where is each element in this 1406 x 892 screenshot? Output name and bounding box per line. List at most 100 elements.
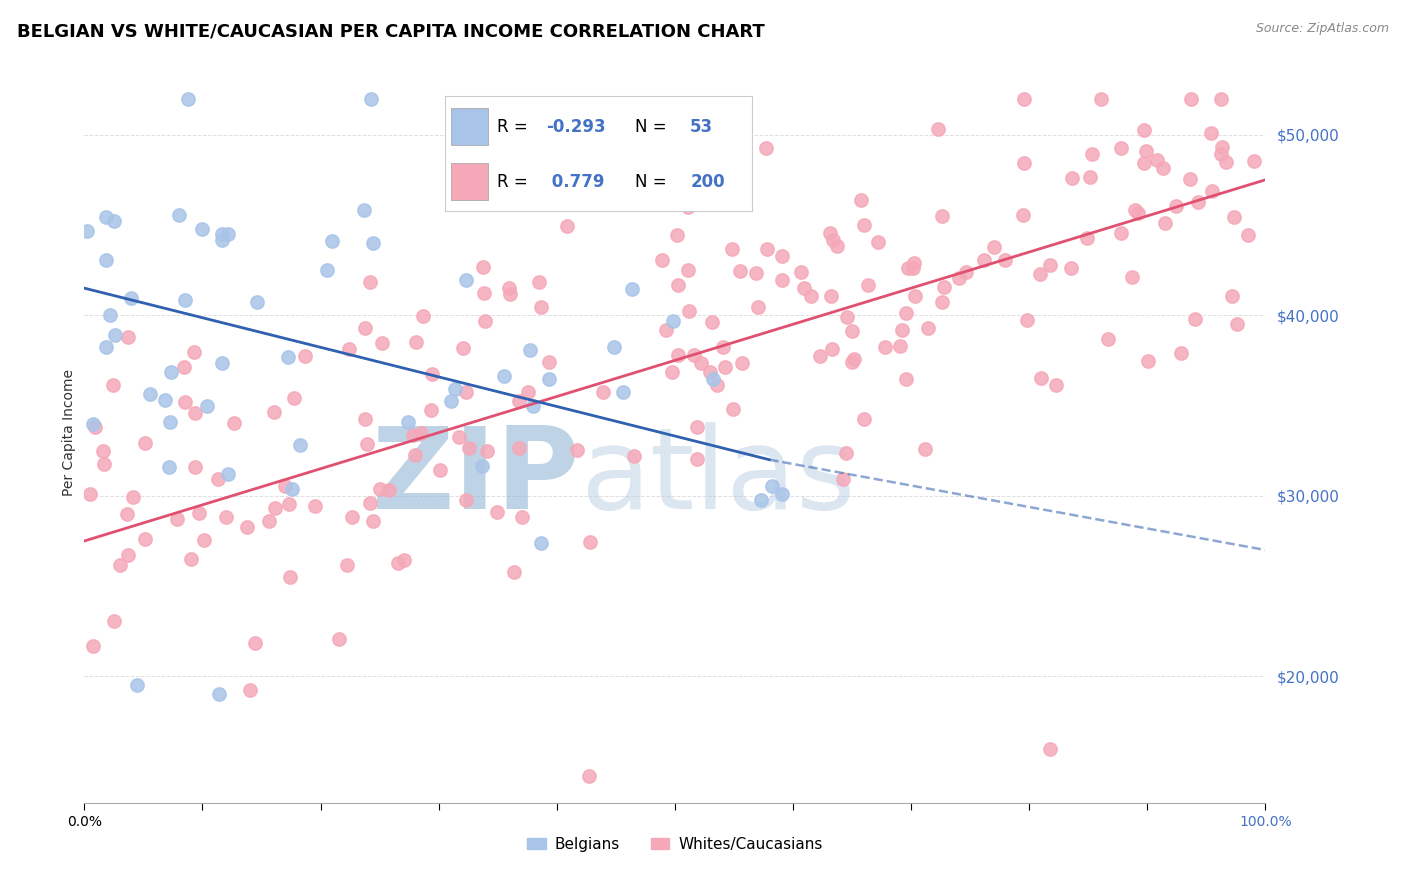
Point [211, 233, 233, 247]
Point [835, 446, 858, 460]
Point [1133, 155, 1156, 169]
Point [93, 457, 115, 471]
Point [1045, 377, 1067, 392]
Point [1152, 161, 1174, 175]
Point [770, 273, 793, 287]
Point [392, 553, 415, 567]
Point [121, 490, 143, 504]
Point [188, 506, 211, 520]
Point [217, 227, 239, 242]
Point [456, 273, 478, 287]
Point [409, 426, 432, 441]
Point [1039, 741, 1062, 756]
Point [281, 482, 304, 496]
Point [818, 226, 841, 240]
Point [387, 556, 409, 570]
Point [821, 342, 844, 356]
Point [304, 499, 326, 513]
Point [174, 394, 197, 409]
Point [853, 412, 876, 426]
Point [177, 91, 200, 105]
Point [1187, 194, 1209, 209]
Point [420, 402, 443, 417]
Point [454, 384, 477, 399]
Point [1153, 216, 1175, 230]
Point [761, 479, 783, 493]
Point [917, 321, 939, 335]
Point [110, 558, 132, 573]
Point [557, 219, 579, 234]
Point [353, 202, 375, 217]
Point [120, 291, 142, 305]
Point [134, 435, 156, 450]
Point [440, 394, 463, 409]
Point [706, 378, 728, 392]
Point [516, 384, 538, 399]
Point [359, 496, 381, 510]
Point [1180, 91, 1202, 105]
Point [361, 515, 384, 529]
Point [499, 286, 522, 301]
Point [1201, 185, 1223, 199]
Point [676, 200, 699, 214]
Point [756, 242, 779, 256]
Point [690, 357, 713, 371]
Point [896, 372, 918, 386]
Point [1243, 153, 1265, 168]
Point [1170, 346, 1192, 360]
Point [354, 412, 377, 426]
Point [1097, 332, 1119, 346]
Point [931, 209, 953, 223]
Y-axis label: Per Capita Income: Per Capita Income [62, 369, 76, 496]
Point [666, 348, 689, 362]
Point [896, 306, 918, 320]
Point [903, 255, 925, 269]
Point [1209, 91, 1232, 105]
Point [789, 265, 811, 279]
Point [82, 417, 104, 431]
Point [529, 536, 551, 550]
Point [873, 340, 896, 354]
Point [246, 295, 269, 310]
Point [835, 310, 858, 324]
Point [167, 208, 190, 222]
Point [955, 265, 977, 279]
Point [841, 324, 863, 338]
Point [402, 428, 425, 442]
Point [808, 349, 831, 363]
Point [994, 253, 1017, 268]
Point [166, 512, 188, 526]
Point [1220, 288, 1243, 302]
Point [494, 368, 516, 383]
Point [721, 242, 744, 256]
Point [180, 552, 202, 566]
Point [294, 349, 316, 363]
Point [973, 253, 995, 268]
Point [502, 565, 524, 579]
Point [96, 210, 118, 224]
Point [1076, 231, 1098, 245]
Point [889, 339, 911, 353]
Point [404, 449, 426, 463]
Point [173, 359, 195, 374]
Point [849, 193, 872, 207]
Point [117, 549, 139, 563]
Point [508, 393, 530, 408]
Point [662, 313, 685, 327]
Point [224, 416, 246, 430]
Point [755, 141, 778, 155]
Point [1060, 171, 1083, 186]
Point [914, 442, 936, 457]
Point [711, 340, 734, 354]
Point [868, 235, 890, 250]
Point [927, 122, 949, 136]
Point [360, 91, 382, 105]
Point [211, 227, 233, 242]
Point [1038, 258, 1060, 272]
Point [699, 365, 721, 379]
Point [316, 263, 339, 277]
Point [1126, 206, 1149, 220]
Point [337, 343, 360, 357]
Point [405, 334, 427, 349]
Point [623, 449, 645, 463]
